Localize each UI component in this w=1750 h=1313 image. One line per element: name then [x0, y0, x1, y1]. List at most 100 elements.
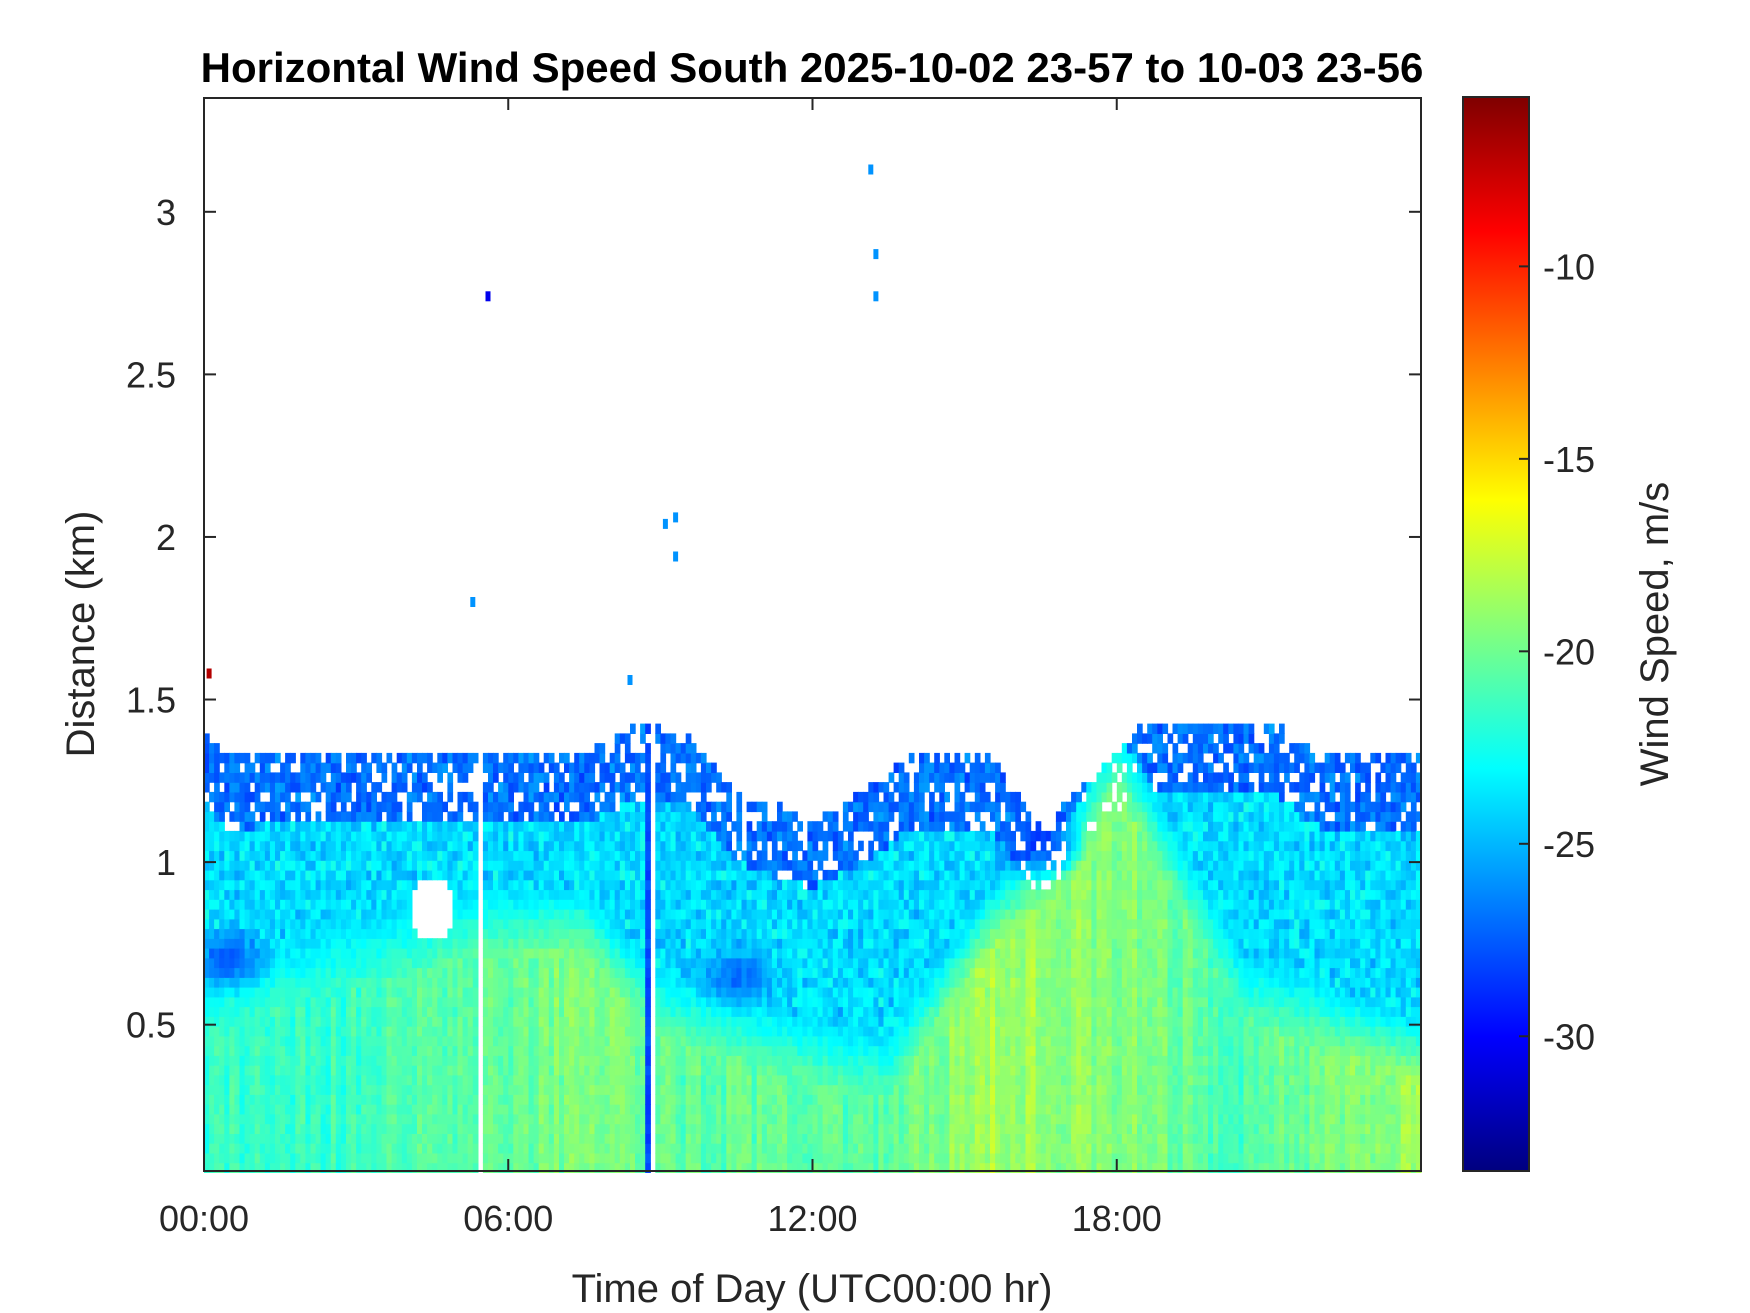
- heatmap-cell: [447, 860, 454, 871]
- heatmap-cell: [493, 889, 499, 900]
- heatmap-cell: [503, 801, 509, 813]
- heatmap-cell: [624, 889, 631, 900]
- heatmap-cell: [736, 1094, 743, 1105]
- heatmap-cell: [599, 987, 606, 998]
- heatmap-cell: [381, 1162, 388, 1173]
- heatmap-cell: [508, 1016, 514, 1027]
- heatmap-cell: [771, 909, 778, 920]
- heatmap-cell: [630, 967, 636, 978]
- heatmap-cell: [356, 996, 362, 1008]
- heatmap-cell: [219, 1006, 225, 1017]
- heatmap-cell: [417, 1123, 423, 1134]
- heatmap-cell: [711, 1026, 717, 1037]
- heatmap-cell: [204, 762, 210, 773]
- heatmap-cell: [452, 987, 459, 998]
- heatmap-cell: [371, 987, 377, 998]
- heatmap-cell: [249, 1065, 256, 1076]
- heatmap-cell: [462, 909, 469, 920]
- heatmap-cell: [624, 850, 631, 861]
- heatmap-cell: [396, 996, 403, 1008]
- heatmap-cell: [462, 791, 469, 803]
- heatmap-cell: [700, 1016, 707, 1027]
- heatmap-cell: [371, 860, 377, 871]
- heatmap-cell: [832, 928, 839, 939]
- heatmap-cell: [685, 1016, 692, 1027]
- heatmap-cell: [766, 860, 773, 871]
- heatmap-cell: [837, 977, 844, 988]
- heatmap-cell: [351, 918, 357, 930]
- heatmap-cell: [361, 821, 367, 832]
- heatmap-cell: [721, 1065, 727, 1076]
- heatmap-cell: [381, 1074, 388, 1086]
- heatmap-cell: [614, 821, 621, 832]
- heatmap-cell: [467, 1055, 474, 1066]
- heatmap-cell: [761, 1143, 768, 1154]
- heatmap-cell: [356, 918, 362, 930]
- heatmap-cell: [640, 752, 646, 764]
- heatmap-cell: [721, 801, 727, 813]
- heatmap-cell: [391, 1026, 398, 1037]
- heatmap-cell: [411, 860, 418, 871]
- heatmap-cell: [346, 772, 352, 783]
- heatmap-cell: [797, 1035, 803, 1047]
- heatmap-cell: [508, 860, 514, 871]
- heatmap-cell: [665, 1152, 672, 1164]
- heatmap-cell: [731, 996, 738, 1008]
- heatmap-cell: [219, 821, 225, 832]
- heatmap-cell: [290, 928, 296, 939]
- heatmap-cell: [574, 948, 580, 959]
- heatmap-cell: [346, 1152, 352, 1164]
- heatmap-cell: [802, 928, 809, 939]
- heatmap-cell: [640, 938, 646, 949]
- heatmap-cell: [589, 918, 596, 930]
- heatmap-cell: [249, 1094, 256, 1105]
- heatmap-cell: [751, 1152, 758, 1164]
- heatmap-cell: [630, 830, 636, 842]
- heatmap-cell: [792, 1035, 798, 1047]
- heatmap-cell: [670, 1035, 677, 1047]
- heatmap-cell: [518, 1094, 525, 1105]
- heatmap-cell: [508, 909, 514, 920]
- heatmap-cell: [234, 791, 241, 803]
- heatmap-cell: [513, 977, 519, 988]
- heatmap-cell: [584, 1084, 590, 1095]
- heatmap-cell: [837, 918, 844, 930]
- heatmap-cell: [264, 1084, 271, 1095]
- heatmap-cell: [482, 811, 489, 822]
- heatmap-cell: [224, 1152, 230, 1164]
- heatmap-cell: [406, 948, 413, 959]
- heatmap-cell: [280, 899, 286, 910]
- heatmap-cell: [569, 1123, 575, 1134]
- heatmap-cell: [670, 967, 677, 978]
- heatmap-cell: [366, 801, 372, 813]
- heatmap-cell: [655, 996, 661, 1008]
- heatmap-cell: [391, 928, 398, 939]
- heatmap-cell: [462, 938, 469, 949]
- heatmap-cell: [614, 938, 621, 949]
- heatmap-cell: [630, 1143, 636, 1154]
- heatmap-cell: [797, 1113, 803, 1125]
- heatmap-cell: [761, 899, 768, 910]
- heatmap-cell: [361, 918, 367, 930]
- heatmap-cell: [214, 1133, 220, 1144]
- heatmap-cell: [366, 938, 372, 949]
- heatmap-cell: [771, 879, 778, 891]
- heatmap-cell: [269, 1045, 276, 1056]
- heatmap-cell: [660, 762, 667, 773]
- heatmap-cell: [300, 840, 306, 852]
- heatmap-cell: [731, 850, 738, 861]
- heatmap-cell: [457, 811, 464, 822]
- heatmap-cell: [599, 762, 606, 773]
- heatmap-cell: [604, 1074, 611, 1086]
- heatmap-cell: [711, 772, 717, 783]
- heatmap-cell: [802, 1104, 809, 1115]
- heatmap-cell: [285, 889, 291, 900]
- heatmap-cell: [807, 987, 814, 998]
- heatmap-cell: [706, 772, 712, 783]
- heatmap-cell: [579, 987, 585, 998]
- heatmap-cell: [584, 879, 590, 891]
- heatmap-cell: [746, 918, 753, 930]
- heatmap-cell: [589, 1152, 596, 1164]
- heatmap-cell: [310, 987, 317, 998]
- heatmap-cell: [589, 801, 596, 813]
